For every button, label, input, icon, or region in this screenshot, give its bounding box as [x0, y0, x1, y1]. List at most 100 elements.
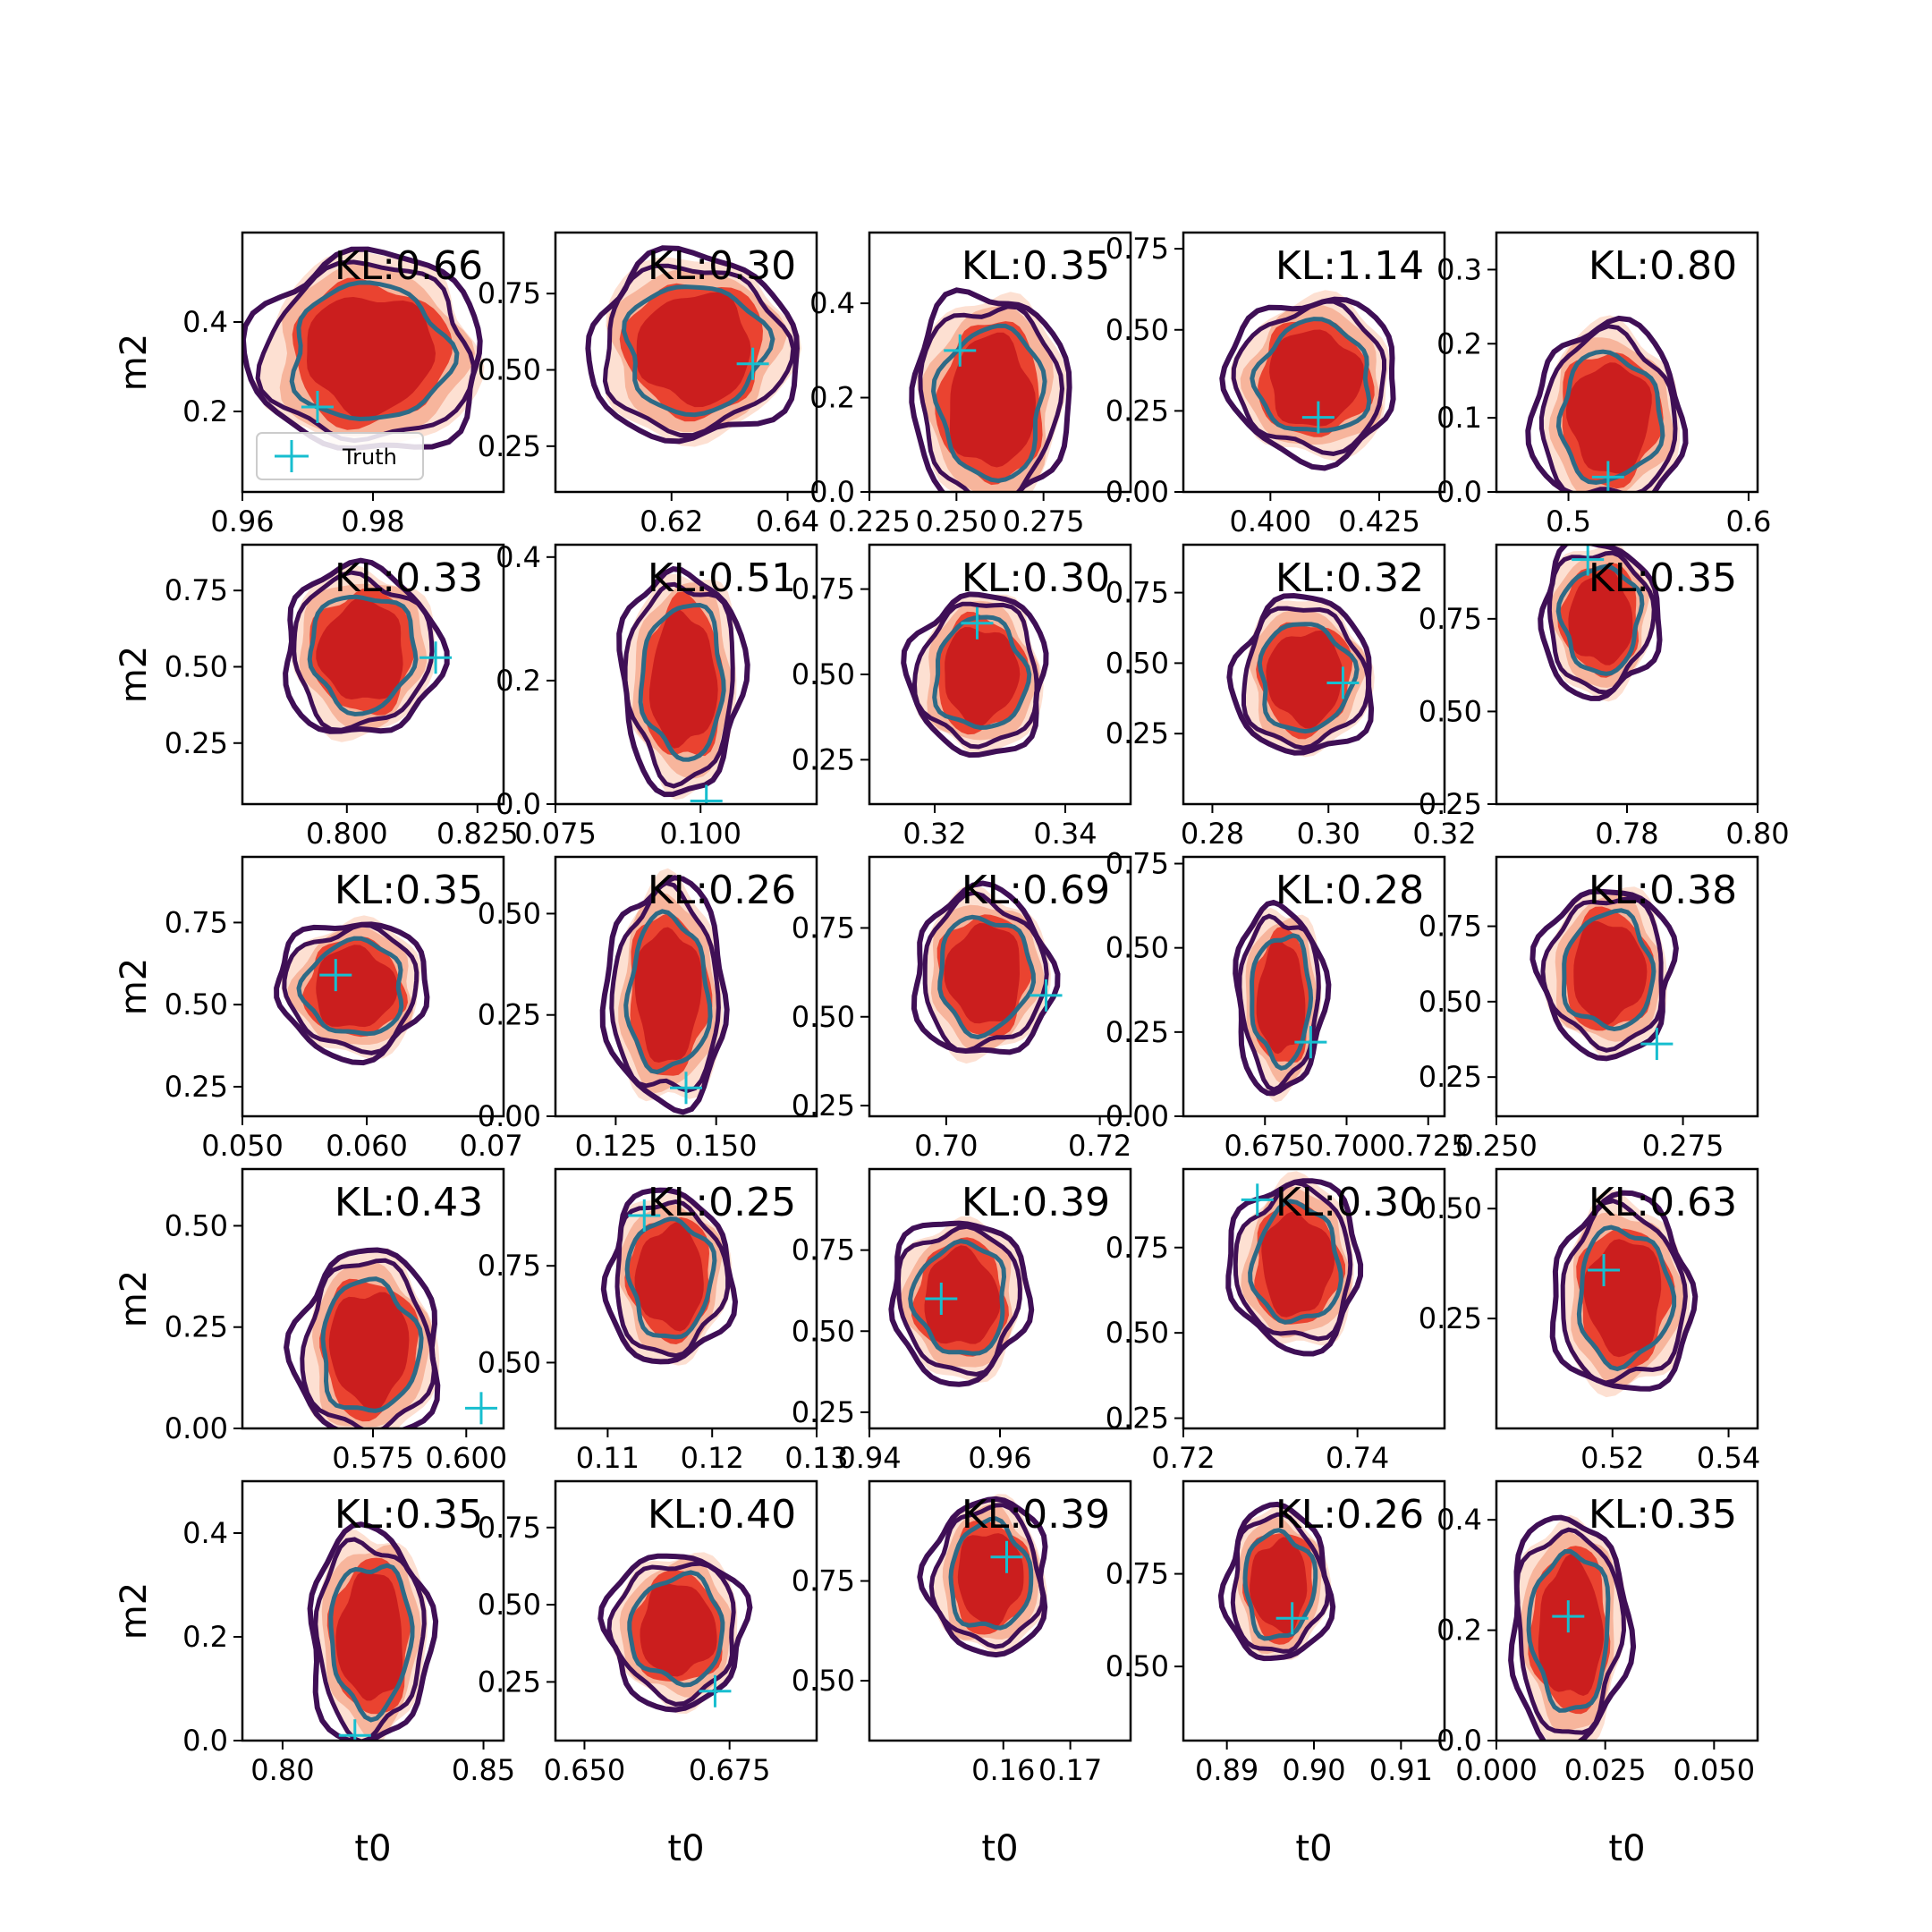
density-plot	[909, 287, 1072, 492]
y-tick-label: 0.75	[792, 911, 855, 945]
y-tick-label: 0.50	[1419, 985, 1482, 1019]
y-tick-label: 0.50	[165, 987, 228, 1021]
contour-middle	[282, 922, 419, 1055]
x-tick-label: 0.91	[1369, 1753, 1433, 1787]
contour-middle	[895, 1224, 1022, 1377]
x-tick-label: 0.72	[1151, 1441, 1215, 1475]
axes-frame	[1182, 855, 1446, 1118]
y-tick-label: 0.00	[1106, 1099, 1169, 1133]
y-tick-label: 0.25	[478, 429, 541, 463]
panel-r2-c3: 0.675 0.700 0.725 0.00 0.25 0.50 0.75 KL:0.28	[1106, 847, 1470, 1163]
density-plot	[597, 1552, 753, 1714]
truth-marker	[628, 1199, 661, 1232]
contour-inner	[937, 914, 1037, 1040]
density-fill-level-4	[1256, 939, 1306, 1055]
y-tick-label: 0.50	[165, 1208, 228, 1242]
y-tick-label: 0.2	[182, 394, 228, 428]
panel-r1-c2: 0.32 0.34 0.25 0.50 0.75 KL:0.30	[792, 543, 1132, 851]
density-fill-level-4	[316, 597, 403, 699]
x-tick-label: 0.07	[459, 1129, 522, 1163]
x-tick-label: 0.96	[210, 504, 274, 538]
kl-label: KL:0.26	[1275, 1492, 1424, 1538]
x-tick-label: 0.52	[1580, 1441, 1644, 1475]
x-axis-label: t0	[1295, 1828, 1332, 1869]
x-tick-label: 0.11	[576, 1441, 640, 1475]
kl-label: KL:0.39	[962, 1180, 1110, 1225]
truth-marker	[925, 1283, 958, 1315]
x-tick-label: 0.050	[201, 1129, 284, 1163]
y-tick-label: 0.25	[792, 742, 855, 776]
legend-box	[256, 432, 424, 480]
y-tick-label: 0.50	[792, 1000, 855, 1034]
density-plot	[917, 1494, 1048, 1658]
truth-marker	[301, 391, 334, 423]
contour-outer	[1530, 888, 1679, 1062]
density-fill-level-4	[1573, 920, 1648, 1025]
kl-label: KL:0.28	[1275, 868, 1424, 913]
y-tick-label: 0.75	[478, 1511, 541, 1545]
axes-frame	[1495, 1479, 1759, 1742]
y-tick-label: 0.1	[1436, 401, 1482, 435]
truth-marker	[1588, 1254, 1621, 1287]
y-tick-label: 0.25	[792, 1089, 855, 1123]
density-fill-level-4	[1565, 362, 1652, 474]
truth-marker	[1294, 1026, 1327, 1059]
x-tick-label: 0.725	[1387, 1129, 1470, 1163]
contour-middle	[292, 570, 435, 733]
axes-frame	[1182, 543, 1446, 806]
truth-marker	[1640, 1028, 1674, 1061]
x-tick-label: 0.675	[1224, 1129, 1306, 1163]
density-fill-level-4	[1538, 1554, 1604, 1696]
density-fill-level-4	[634, 1222, 704, 1332]
x-tick-label: 0.96	[968, 1441, 1031, 1475]
x-tick-label: 0.98	[341, 504, 404, 538]
density-plot	[616, 566, 750, 804]
axes-frame	[1495, 231, 1759, 494]
contour-middle	[918, 304, 1065, 492]
panel-r0-c0: 0.96 0.98 0.2 0.4 KL:0.66 m2 Truth	[114, 231, 505, 538]
truth-marker	[736, 347, 769, 380]
x-tick-label: 0.62	[640, 504, 703, 538]
y-tick-label: 0.75	[478, 1249, 541, 1283]
density-plot	[1233, 899, 1332, 1103]
kl-label: KL:0.51	[648, 555, 796, 601]
contour-inner	[328, 1563, 415, 1723]
panel-r4-c4: 0.000 0.025 0.050 0.0 0.2 0.4 KL:0.35 t0	[1436, 1479, 1759, 1869]
truth-marker	[1275, 1602, 1309, 1635]
x-axis-label: t0	[981, 1828, 1018, 1869]
x-tick-label: 0.100	[659, 817, 741, 851]
contour-inner	[930, 323, 1047, 484]
panel-r4-c3: 0.89 0.90 0.91 0.50 0.75 KL:0.26 t0	[1106, 1479, 1446, 1869]
contour-inner	[932, 614, 1032, 731]
panel-r4-c2: 0.16 0.17 0.50 0.75 KL:0.39 t0	[792, 1479, 1132, 1869]
truth-marker	[990, 1540, 1023, 1573]
x-tick-label: 0.78	[1595, 817, 1658, 851]
kl-label: KL:0.33	[335, 555, 483, 601]
truth-marker	[1301, 401, 1335, 434]
contour-middle	[1514, 1527, 1627, 1735]
kl-label: KL:0.38	[1589, 868, 1737, 913]
density-fill-level-4	[328, 1292, 410, 1411]
axes-frame	[554, 231, 818, 494]
contour-outer	[283, 557, 450, 734]
contour-outer	[1219, 296, 1396, 471]
y-tick-label: 0.75	[792, 1564, 855, 1598]
x-tick-label: 0.075	[514, 817, 597, 851]
contour-inner	[1555, 564, 1645, 676]
contour-outer	[242, 246, 483, 452]
density-plot	[1219, 290, 1396, 471]
axes-frame	[1495, 1167, 1759, 1430]
x-tick-label: 0.54	[1697, 1441, 1760, 1475]
y-tick-label: 0.50	[792, 657, 855, 691]
kl-label: KL:0.63	[1589, 1180, 1737, 1225]
contour-inner	[1526, 1548, 1611, 1713]
panel-r0-c3: 0.400 0.425 0.00 0.25 0.50 0.75 KL:1.14	[1106, 231, 1446, 538]
y-tick-label: 0.50	[478, 353, 541, 387]
x-tick-label: 0.90	[1282, 1753, 1345, 1787]
kl-label: KL:0.30	[648, 243, 796, 289]
density-fill-level-4	[949, 332, 1036, 468]
y-axis-label: m2	[114, 1270, 155, 1327]
panel-r0-c2: 0.225 0.250 0.275 0.0 0.2 0.4 KL:0.35	[809, 231, 1132, 538]
truth-marker	[961, 606, 994, 640]
